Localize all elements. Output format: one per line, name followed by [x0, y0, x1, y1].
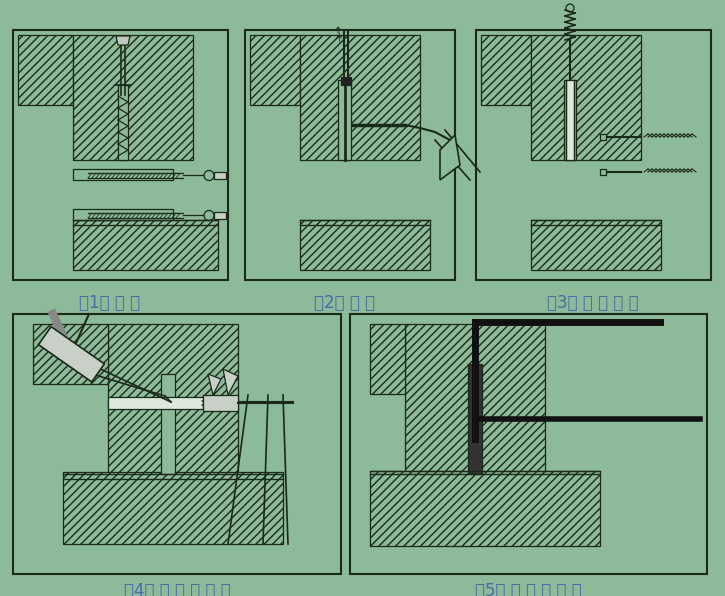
Text: ↑: ↑ — [334, 26, 342, 36]
Bar — [531, 35, 641, 160]
Bar — [250, 35, 300, 105]
Polygon shape — [208, 374, 221, 395]
Bar — [564, 80, 576, 160]
Bar — [405, 324, 545, 474]
Bar — [300, 220, 430, 270]
Bar — [33, 324, 108, 384]
Polygon shape — [440, 135, 460, 180]
Bar — [476, 30, 711, 280]
Bar — [13, 314, 341, 574]
Bar — [73, 35, 193, 160]
Bar — [214, 212, 226, 219]
FancyBboxPatch shape — [38, 327, 104, 382]
Bar — [531, 220, 661, 270]
Bar — [18, 35, 73, 105]
Bar — [370, 471, 600, 546]
Bar — [203, 395, 238, 411]
Bar — [108, 397, 203, 409]
Bar — [73, 169, 173, 180]
Polygon shape — [116, 36, 130, 45]
Text: （4） 注 入 胶 粘 剂: （4） 注 入 胶 粘 剂 — [124, 582, 231, 596]
Bar — [468, 364, 482, 474]
Bar — [118, 85, 128, 160]
Bar — [370, 324, 405, 394]
Text: （5） 插 入 连 接 件: （5） 插 入 连 接 件 — [475, 582, 581, 596]
Bar — [73, 220, 218, 270]
Bar — [73, 209, 173, 220]
Bar — [600, 169, 606, 175]
Bar — [108, 324, 238, 474]
Text: （2） 清 孔: （2） 清 孔 — [315, 294, 376, 312]
Bar — [245, 30, 455, 280]
Bar — [13, 30, 228, 280]
Bar — [300, 35, 420, 160]
Bar — [341, 77, 351, 85]
Bar — [350, 314, 707, 574]
Polygon shape — [223, 369, 238, 395]
Bar — [63, 472, 283, 544]
Text: （1） 成 孔: （1） 成 孔 — [80, 294, 141, 312]
Bar — [481, 35, 531, 105]
Text: ╪: ╪ — [336, 33, 341, 42]
Bar — [214, 172, 226, 179]
Bar — [600, 134, 606, 140]
Bar — [161, 374, 175, 474]
Text: （3） 丙 酮 清 洗: （3） 丙 酮 清 洗 — [547, 294, 639, 312]
Bar — [566, 80, 574, 160]
Bar — [338, 80, 351, 160]
